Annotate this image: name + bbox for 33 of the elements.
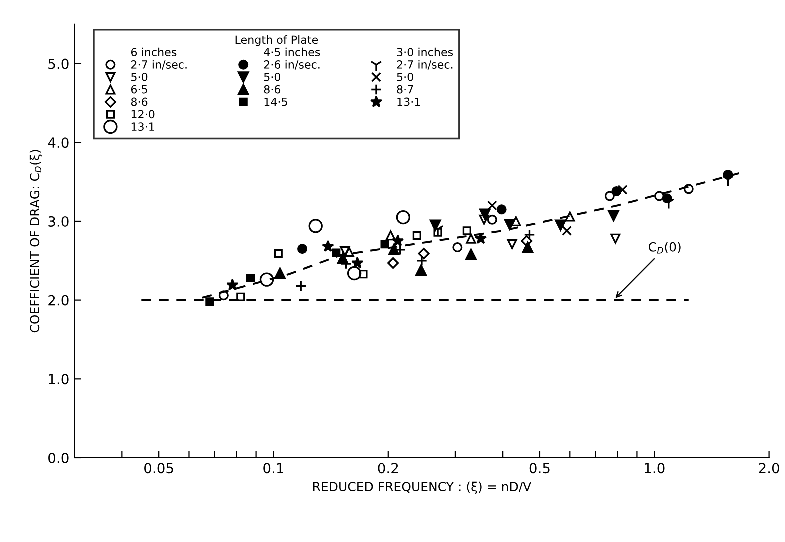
legend-label: 5·0 bbox=[264, 72, 281, 82]
legend-label: 13·1 bbox=[398, 98, 420, 106]
legend-label: 8·6 bbox=[264, 85, 281, 94]
y-axis-title: COEFFICIENT OF DRAG: C$_{D}$(ξ) bbox=[30, 150, 42, 333]
legend-label: 2·6 in/sec. bbox=[264, 60, 320, 70]
annotation: 3·0 inches bbox=[397, 48, 454, 57]
y-tick-label: 1.0 bbox=[49, 374, 69, 385]
y-tick-label: 2.0 bbox=[48, 295, 69, 306]
legend-label: 2·7 in/sec. bbox=[397, 60, 453, 70]
legend-label: 5·0 bbox=[397, 72, 414, 82]
y-tick-label: 3.0 bbox=[48, 216, 69, 227]
annotation: 4·5 inches bbox=[264, 48, 320, 57]
x-tick-label: 0.05 bbox=[144, 463, 174, 474]
y-tick-label: 5.0 bbox=[48, 58, 69, 70]
legend-label: 6·5 bbox=[131, 85, 148, 94]
y-tick-label: 4.0 bbox=[48, 138, 69, 148]
annotation: C$_{D}$(0) bbox=[648, 242, 681, 254]
x-axis-title: REDUCED FREQUENCY : (ξ) = nD/V bbox=[313, 482, 532, 494]
legend-label: 12·0 bbox=[132, 110, 155, 119]
legend-title: Length of Plate bbox=[236, 36, 318, 46]
x-tick-label: 2.0 bbox=[759, 463, 780, 474]
legend-label: 14·5 bbox=[264, 98, 288, 106]
legend-label: 13·1 bbox=[132, 122, 154, 132]
x-tick-label: 0.2 bbox=[378, 463, 398, 474]
y-tick-label: 0.0 bbox=[48, 452, 69, 464]
x-tick-label: 1.0 bbox=[645, 463, 665, 474]
legend-label: 2·7 in/sec. bbox=[132, 60, 187, 70]
x-tick-label: 0.5 bbox=[530, 463, 550, 474]
legend-label: 8·6 bbox=[131, 98, 148, 106]
annotation: 6 inches bbox=[131, 48, 177, 57]
legend-label: 8·7 bbox=[397, 85, 414, 94]
x-tick-label: 0.1 bbox=[264, 463, 284, 474]
legend-label: 5·0 bbox=[132, 72, 148, 82]
